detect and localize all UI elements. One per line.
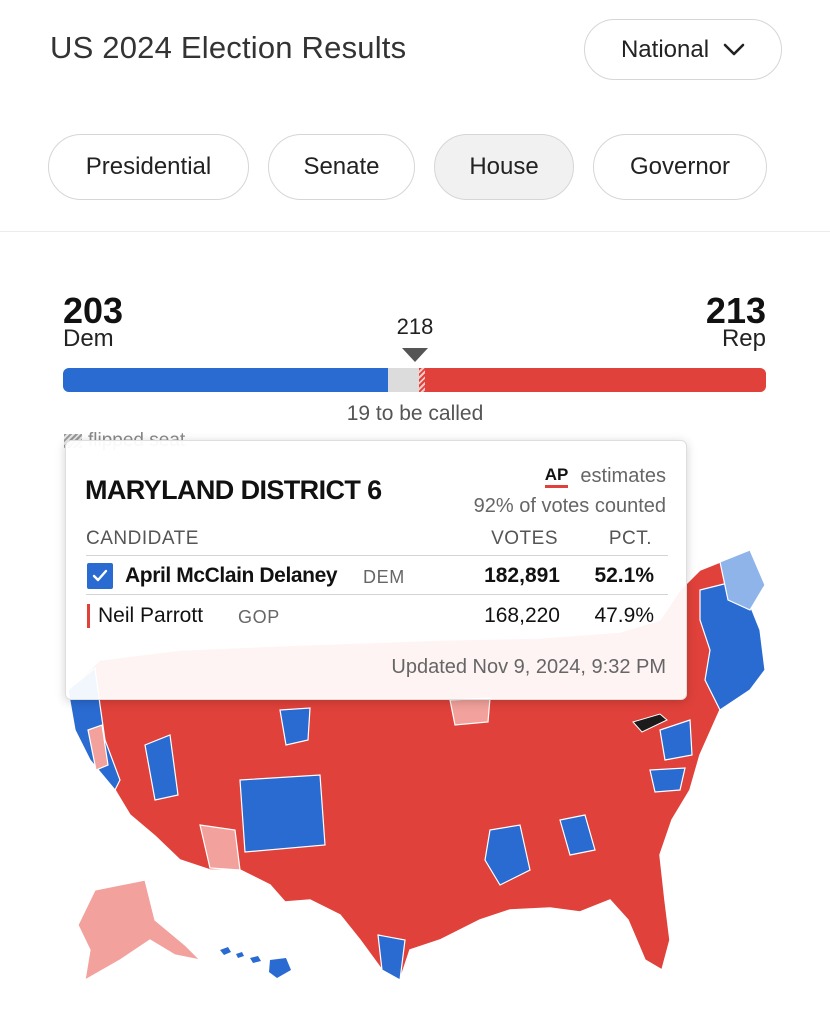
- map-region-dem[interactable]: [659, 719, 693, 761]
- candidate-name: Neil Parrott: [98, 604, 204, 627]
- rep-label: Rep: [721, 325, 766, 352]
- rep-seat-count: 213: [705, 290, 766, 331]
- highlighted-district-md6[interactable]: [632, 713, 668, 733]
- candidate-name: April McClain Delaney: [125, 564, 338, 587]
- candidate-row-winner[interactable]: April McClain Delaney DEM 182,891 52.1%: [86, 556, 668, 594]
- map-region-dem[interactable]: [279, 707, 311, 746]
- candidate-pct: 52.1%: [594, 564, 654, 587]
- map-alaska[interactable]: [77, 879, 202, 982]
- map-region-rep-flip[interactable]: [199, 824, 241, 871]
- region-select[interactable]: National: [584, 19, 782, 80]
- tab-presidential[interactable]: Presidential: [48, 134, 249, 200]
- map-region-dem[interactable]: [649, 767, 686, 793]
- to-be-called: 19 to be called: [346, 402, 484, 425]
- map-region-dem[interactable]: [239, 774, 326, 853]
- source-row: AP estimates: [544, 465, 666, 488]
- column-pct: PCT.: [608, 528, 652, 549]
- dem-label: Dem: [63, 325, 114, 352]
- tab-label: House: [469, 153, 539, 180]
- dem-seat-count: 203: [63, 290, 124, 331]
- map-region-dem[interactable]: [719, 549, 766, 611]
- votes-counted: 92% of votes counted: [473, 495, 666, 517]
- seat-bar-dem: [63, 368, 389, 392]
- tab-governor[interactable]: Governor: [593, 134, 767, 200]
- divider: [86, 594, 668, 595]
- tab-house[interactable]: House: [434, 134, 574, 200]
- map-region-rep-flip[interactable]: [87, 724, 109, 771]
- source-note: estimates: [580, 465, 666, 487]
- candidate-votes: 168,220: [484, 604, 560, 627]
- candidate-votes: 182,891: [484, 564, 560, 587]
- candidate-party: DEM: [363, 567, 405, 587]
- majority-marker-icon: [402, 348, 428, 362]
- region-select-value: National: [620, 35, 710, 63]
- map-region-dem[interactable]: [144, 734, 179, 801]
- candidate-pct: 47.9%: [594, 604, 654, 627]
- map-region-dem[interactable]: [559, 814, 596, 856]
- tab-label: Senate: [303, 153, 380, 180]
- seat-bar: [63, 368, 766, 392]
- map-region-rep-flip[interactable]: [449, 697, 491, 726]
- column-votes: VOTES: [491, 528, 558, 549]
- seat-bar-uncalled: [388, 368, 419, 392]
- tab-label: Governor: [629, 153, 731, 180]
- map-region-dem[interactable]: [484, 824, 531, 886]
- tab-label: Presidential: [85, 153, 212, 180]
- checkmark-icon: [87, 563, 113, 589]
- district-title: MARYLAND DISTRICT 6: [85, 475, 382, 505]
- map-hawaii[interactable]: [220, 947, 291, 978]
- updated-timestamp: Updated Nov 9, 2024, 9:32 PM: [391, 656, 666, 678]
- ap-logo-icon: AP: [544, 465, 569, 488]
- district-popup: MARYLAND DISTRICT 6 AP estimates 92% of …: [65, 440, 687, 700]
- seat-bar-flipped: [418, 368, 425, 392]
- seat-tally: 203 Dem 218 213 Rep 19 to be called flip…: [0, 232, 830, 451]
- map-region-dem[interactable]: [377, 934, 406, 981]
- tab-senate[interactable]: Senate: [268, 134, 415, 200]
- seat-bar-rep: [424, 368, 766, 392]
- page-title: US 2024 Election Results: [50, 30, 407, 65]
- header: US 2024 Election Results National Presid…: [0, 0, 830, 232]
- candidate-party: GOP: [238, 607, 280, 627]
- race-tabs: Presidential Senate House Governor: [0, 134, 830, 200]
- candidate-row[interactable]: Neil Parrott GOP 168,220 47.9%: [86, 596, 668, 634]
- chevron-down-icon: [723, 43, 745, 55]
- party-color-bar: [87, 604, 90, 628]
- majority-threshold: 218: [396, 314, 434, 339]
- divider: [86, 555, 668, 556]
- column-candidate: CANDIDATE: [86, 528, 199, 549]
